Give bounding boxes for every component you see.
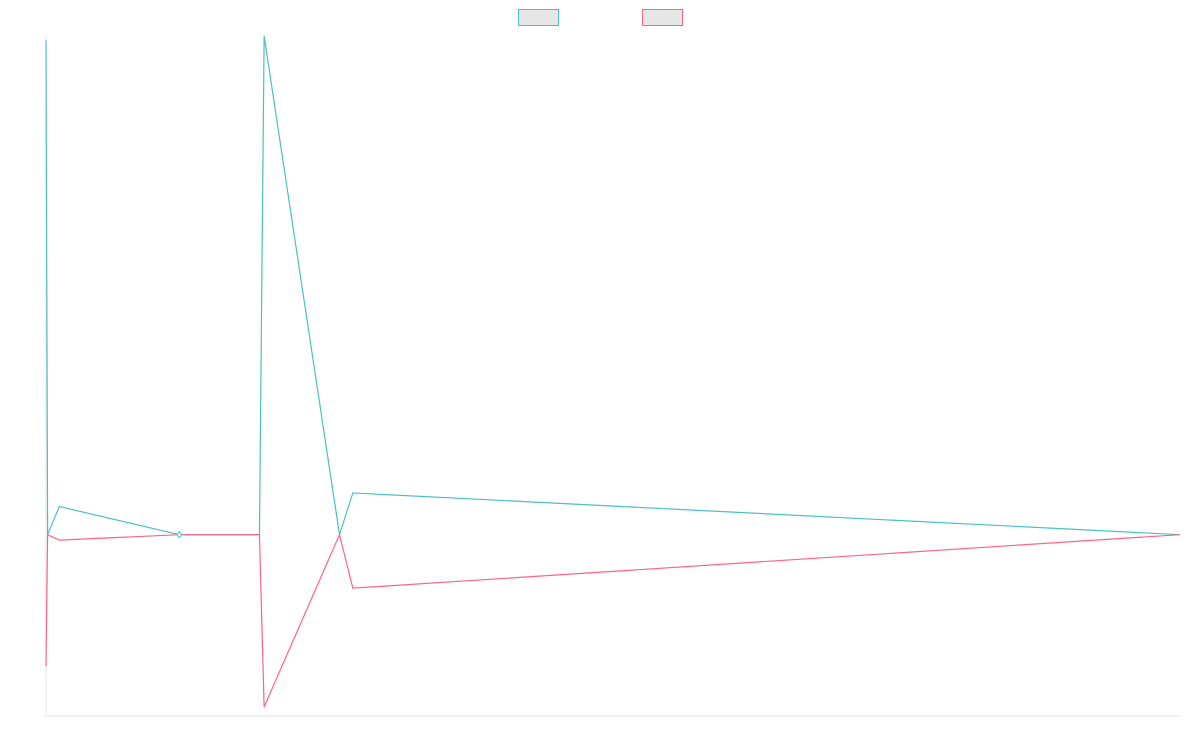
axes bbox=[45, 36, 1180, 717]
legend-swatch-2 bbox=[642, 9, 683, 26]
marker-layer bbox=[176, 530, 183, 539]
series-layer bbox=[45, 35, 1181, 708]
series-line-1 bbox=[45, 35, 1181, 536]
data-point-marker-1 bbox=[176, 530, 183, 539]
legend-swatch-1 bbox=[518, 9, 559, 26]
series-line-2 bbox=[45, 532, 1181, 708]
legend bbox=[518, 9, 683, 26]
